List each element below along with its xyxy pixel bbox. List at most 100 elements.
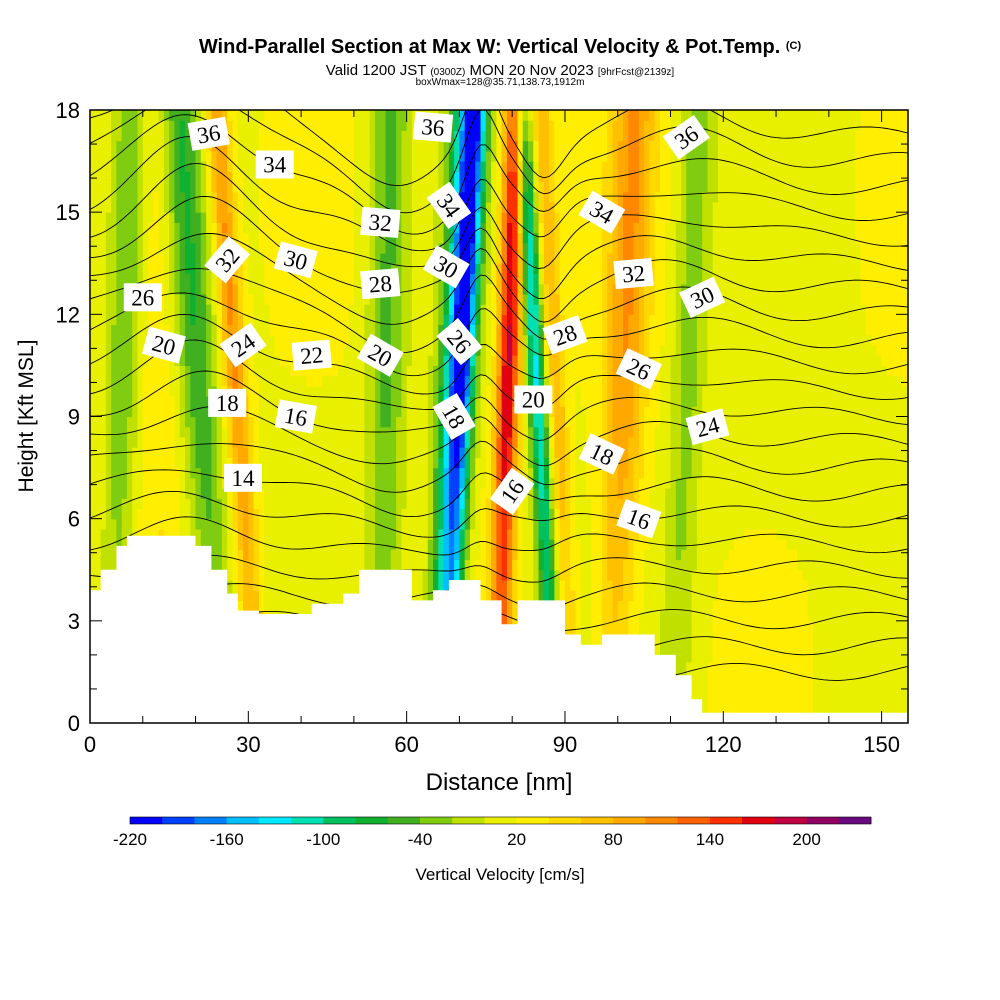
- velocity-cell: [454, 528, 460, 540]
- velocity-cell: [406, 293, 413, 305]
- velocity-cell: [422, 283, 429, 295]
- velocity-cell: [221, 365, 228, 377]
- velocity-cell: [475, 273, 482, 285]
- velocity-cell: [137, 253, 144, 264]
- velocity-cell: [422, 426, 429, 438]
- velocity-cell: [137, 120, 144, 131]
- velocity-cell: [396, 508, 402, 520]
- velocity-cell: [100, 488, 107, 499]
- velocity-cell: [491, 130, 497, 142]
- velocity-cell: [475, 110, 482, 121]
- velocity-cell: [470, 488, 476, 499]
- velocity-cell: [322, 150, 329, 162]
- velocity-cell: [353, 539, 360, 550]
- velocity-cell: [132, 508, 139, 520]
- velocity-cell: [121, 528, 128, 540]
- velocity-cell: [343, 161, 350, 172]
- velocity-cell: [390, 232, 397, 244]
- velocity-cell: [190, 467, 197, 479]
- velocity-cell: [200, 201, 207, 213]
- velocity-cell: [501, 222, 508, 234]
- velocity-cell: [480, 242, 487, 254]
- velocity-cell: [411, 171, 418, 183]
- velocity-cell: [385, 447, 392, 458]
- velocity-cell: [295, 324, 302, 336]
- velocity-cell: [348, 181, 355, 193]
- velocity-cell: [174, 436, 181, 448]
- velocity-cell: [248, 273, 255, 285]
- velocity-cell: [163, 150, 170, 162]
- velocity-cell: [390, 314, 397, 326]
- velocity-cell: [227, 518, 234, 530]
- velocity-cell: [195, 212, 202, 223]
- velocity-cell: [121, 150, 128, 162]
- velocity-cell: [163, 232, 170, 244]
- velocity-cell: [121, 436, 128, 448]
- velocity-cell: [190, 528, 197, 540]
- velocity-cell: [185, 457, 191, 469]
- velocity-cell: [211, 518, 218, 530]
- velocity-cell: [411, 222, 418, 234]
- velocity-cell: [438, 447, 445, 458]
- velocity-cell: [464, 467, 471, 479]
- velocity-cell: [475, 191, 482, 203]
- velocity-cell: [232, 518, 239, 530]
- velocity-cell: [311, 171, 318, 183]
- velocity-cell: [311, 528, 318, 540]
- velocity-cell: [316, 498, 323, 509]
- velocity-cell: [295, 559, 302, 571]
- velocity-cell: [169, 304, 176, 315]
- velocity-cell: [485, 549, 492, 561]
- velocity-cell: [237, 426, 244, 438]
- velocity-cell: [126, 314, 133, 326]
- velocity-cell: [269, 345, 276, 356]
- velocity-cell: [185, 171, 191, 183]
- velocity-cell: [380, 314, 387, 326]
- velocity-cell: [480, 171, 487, 183]
- velocity-cell: [327, 201, 334, 213]
- velocity-cell: [121, 242, 128, 254]
- velocity-cell: [121, 130, 128, 142]
- velocity-cell: [200, 283, 207, 295]
- velocity-cell: [126, 150, 133, 162]
- velocity-cell: [153, 201, 160, 213]
- velocity-cell: [385, 406, 392, 418]
- velocity-cell: [269, 130, 276, 142]
- velocity-cell: [385, 518, 392, 530]
- velocity-cell: [274, 375, 281, 387]
- velocity-cell: [95, 120, 102, 131]
- velocity-cell: [290, 559, 297, 571]
- velocity-cell: [290, 304, 297, 315]
- velocity-cell: [216, 457, 223, 469]
- velocity-cell: [163, 191, 170, 203]
- velocity-cell: [485, 426, 492, 438]
- velocity-cell: [179, 242, 186, 254]
- velocity-cell: [480, 161, 487, 172]
- velocity-cell: [522, 273, 529, 285]
- velocity-cell: [237, 600, 244, 612]
- velocity-cell: [137, 528, 144, 540]
- velocity-cell: [306, 120, 313, 131]
- velocity-cell: [90, 580, 96, 591]
- velocity-cell: [332, 150, 339, 162]
- velocity-cell: [327, 263, 334, 274]
- velocity-cell: [190, 508, 197, 520]
- velocity-cell: [295, 293, 302, 305]
- velocity-cell: [116, 222, 123, 234]
- velocity-cell: [454, 304, 460, 315]
- velocity-cell: [316, 436, 323, 448]
- velocity-cell: [206, 488, 212, 499]
- velocity-cell: [375, 232, 381, 244]
- velocity-cell: [443, 508, 450, 520]
- velocity-cell: [427, 273, 434, 285]
- velocity-cell: [90, 396, 96, 407]
- velocity-cell: [506, 355, 513, 366]
- velocity-cell: [401, 334, 408, 346]
- velocity-cell: [111, 324, 117, 336]
- velocity-cell: [380, 304, 387, 315]
- velocity-cell: [353, 273, 360, 285]
- velocity-cell: [111, 171, 117, 183]
- velocity-cell: [522, 150, 529, 162]
- velocity-cell: [126, 528, 133, 540]
- velocity-cell: [316, 253, 323, 264]
